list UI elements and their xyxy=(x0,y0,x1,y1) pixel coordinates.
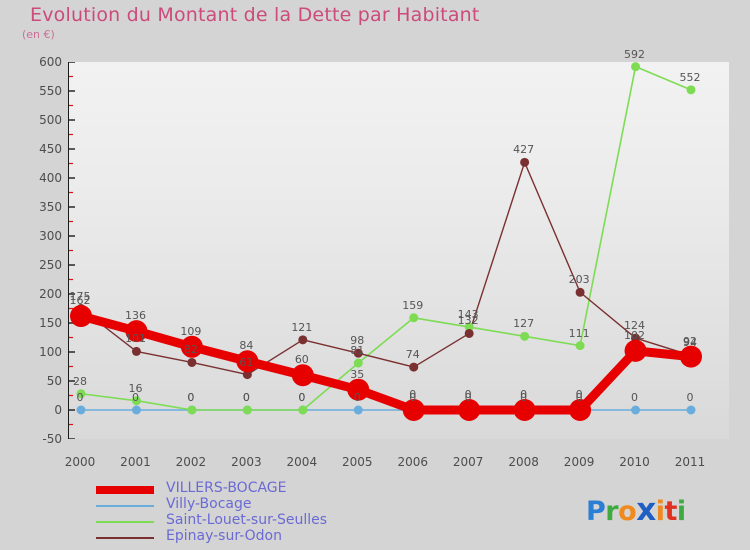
series-data-point xyxy=(464,322,474,332)
x-axis-tick-label: 2004 xyxy=(286,455,318,469)
legend-color-swatch xyxy=(96,537,154,539)
series-line xyxy=(80,161,692,376)
series-data-point xyxy=(180,335,203,358)
series-data-point xyxy=(347,378,370,401)
y-axis-tick-label: 300 xyxy=(39,229,62,243)
chart-unit-subtitle: (en €) xyxy=(22,28,55,41)
series-data-point xyxy=(575,287,585,297)
x-axis-tick-label: 2005 xyxy=(341,455,373,469)
series-data-point xyxy=(131,346,141,356)
y-axis-tick-label: 350 xyxy=(39,200,62,214)
series-data-point xyxy=(298,405,308,415)
x-axis-tick-label: 2006 xyxy=(397,455,428,469)
series-data-point xyxy=(76,389,86,399)
x-axis-tick-label: 2003 xyxy=(231,455,262,469)
y-axis-tick-label: 400 xyxy=(39,171,62,185)
series-data-point xyxy=(131,405,141,415)
series-data-point xyxy=(402,399,425,421)
series-data-point xyxy=(409,313,419,323)
y-axis-tick-label: 550 xyxy=(39,84,62,98)
series-data-point xyxy=(458,399,481,421)
chart-svg xyxy=(69,62,702,439)
legend-item-label: Saint-Louet-sur-Seulles xyxy=(166,512,328,528)
proxiti-logo: Proxiti xyxy=(586,492,686,528)
series-data-point xyxy=(70,305,92,328)
series-data-point xyxy=(520,157,530,167)
series-data-point xyxy=(187,405,197,415)
y-axis-tick-label: 150 xyxy=(39,316,62,330)
series-data-point xyxy=(686,405,696,415)
series-data-point xyxy=(631,405,641,415)
legend-item-label: VILLERS-BOCAGE xyxy=(166,480,287,496)
series-data-point xyxy=(353,348,363,358)
series-data-point xyxy=(76,405,86,415)
logo-letter: i xyxy=(676,496,686,527)
series-data-point xyxy=(242,370,252,380)
logo-letter: i xyxy=(655,496,665,527)
series-data-point xyxy=(569,399,592,421)
series-data-point xyxy=(187,357,197,367)
page-title: Evolution du Montant de la Dette par Hab… xyxy=(30,4,480,26)
y-axis-tick-label: 50 xyxy=(46,374,62,388)
legend-color-swatch xyxy=(96,486,154,494)
plot-area xyxy=(68,62,729,439)
series-data-point xyxy=(298,335,308,345)
legend-item-label: Villy-Bocage xyxy=(166,496,252,512)
x-axis-tick-label: 2009 xyxy=(563,455,595,469)
series-data-point xyxy=(131,396,141,406)
series-data-point xyxy=(125,320,148,343)
series-data-point xyxy=(513,399,536,421)
x-axis-tick-label: 2011 xyxy=(674,455,706,469)
series-data-point xyxy=(680,345,702,368)
y-axis-tick-label: 200 xyxy=(39,287,62,301)
series-data-point xyxy=(575,341,585,351)
legend-color-swatch xyxy=(96,505,154,507)
logo-letter: x xyxy=(636,492,656,528)
logo-letter: t xyxy=(664,496,677,527)
series-data-point xyxy=(353,358,363,368)
y-axis-tick-label: 450 xyxy=(39,142,62,156)
series-data-point xyxy=(464,328,474,338)
y-axis-tick-label: 600 xyxy=(39,55,62,69)
series-data-point xyxy=(353,405,363,415)
legend-color-swatch xyxy=(96,521,154,523)
x-axis-tick-label: 2000 xyxy=(64,455,96,469)
x-axis-tick-label: 2007 xyxy=(452,455,484,469)
logo-letter: P xyxy=(586,496,606,527)
series-data-point xyxy=(236,350,259,373)
series-data-point xyxy=(520,331,530,341)
series-line xyxy=(76,311,696,415)
series-data-point xyxy=(291,364,314,387)
x-axis-tick-label: 2010 xyxy=(619,455,650,469)
logo-letter: r xyxy=(605,496,619,527)
y-axis-tick-label: -50 xyxy=(42,432,62,446)
series-data-point xyxy=(409,362,419,372)
x-axis-tick-label: 2001 xyxy=(120,455,151,469)
series-data-point xyxy=(631,62,641,72)
y-axis-tick-label: 100 xyxy=(39,345,62,359)
y-axis-tick-labels: -50 0 50 100 150 200 250 300 350 400 450 500 550 600 xyxy=(0,0,62,550)
x-axis-tick-label: 2002 xyxy=(175,455,207,469)
legend-item-label: Epinay-sur-Odon xyxy=(166,528,282,544)
logo-letter: o xyxy=(618,496,637,527)
x-axis-tick-label: 2008 xyxy=(508,455,539,469)
y-axis-tick-label: 0 xyxy=(54,403,62,417)
y-axis-tick-label: 250 xyxy=(39,258,62,272)
series-data-point xyxy=(242,405,252,415)
y-axis-tick-label: 500 xyxy=(39,113,62,127)
series-data-point xyxy=(624,339,647,362)
series-data-point xyxy=(686,85,696,95)
